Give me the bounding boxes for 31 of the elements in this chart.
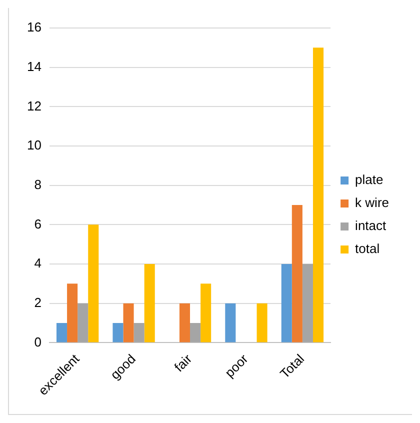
bar [144, 264, 155, 342]
y-tick-label: 8 [34, 176, 42, 192]
bar [123, 303, 134, 342]
bar [56, 323, 68, 342]
y-tick-label: 12 [26, 98, 42, 114]
bar [256, 303, 268, 342]
bar [190, 323, 201, 342]
legend-label: plate [355, 172, 384, 188]
x-tick-label: fair [171, 350, 196, 375]
bar [200, 284, 212, 342]
y-tick-label: 6 [34, 216, 42, 232]
legend-label: k wire [355, 195, 390, 210]
bar [67, 284, 78, 342]
y-tick-label: 10 [26, 138, 42, 153]
bar [179, 303, 190, 342]
bar [302, 264, 313, 342]
bar [112, 323, 124, 342]
bar [88, 224, 99, 342]
y-tick-label: 0 [34, 334, 42, 350]
y-tick-label: 16 [26, 20, 42, 35]
bar [292, 205, 302, 342]
bar [281, 264, 292, 342]
y-tick-label: 14 [26, 58, 42, 74]
bar [134, 323, 144, 342]
y-tick-label: 2 [34, 294, 42, 310]
bar [312, 48, 324, 342]
bar [78, 303, 88, 342]
legend-label: total [355, 241, 380, 256]
bar [225, 303, 236, 342]
y-tick-label: 4 [34, 256, 42, 271]
legend-label: intact [355, 218, 387, 234]
